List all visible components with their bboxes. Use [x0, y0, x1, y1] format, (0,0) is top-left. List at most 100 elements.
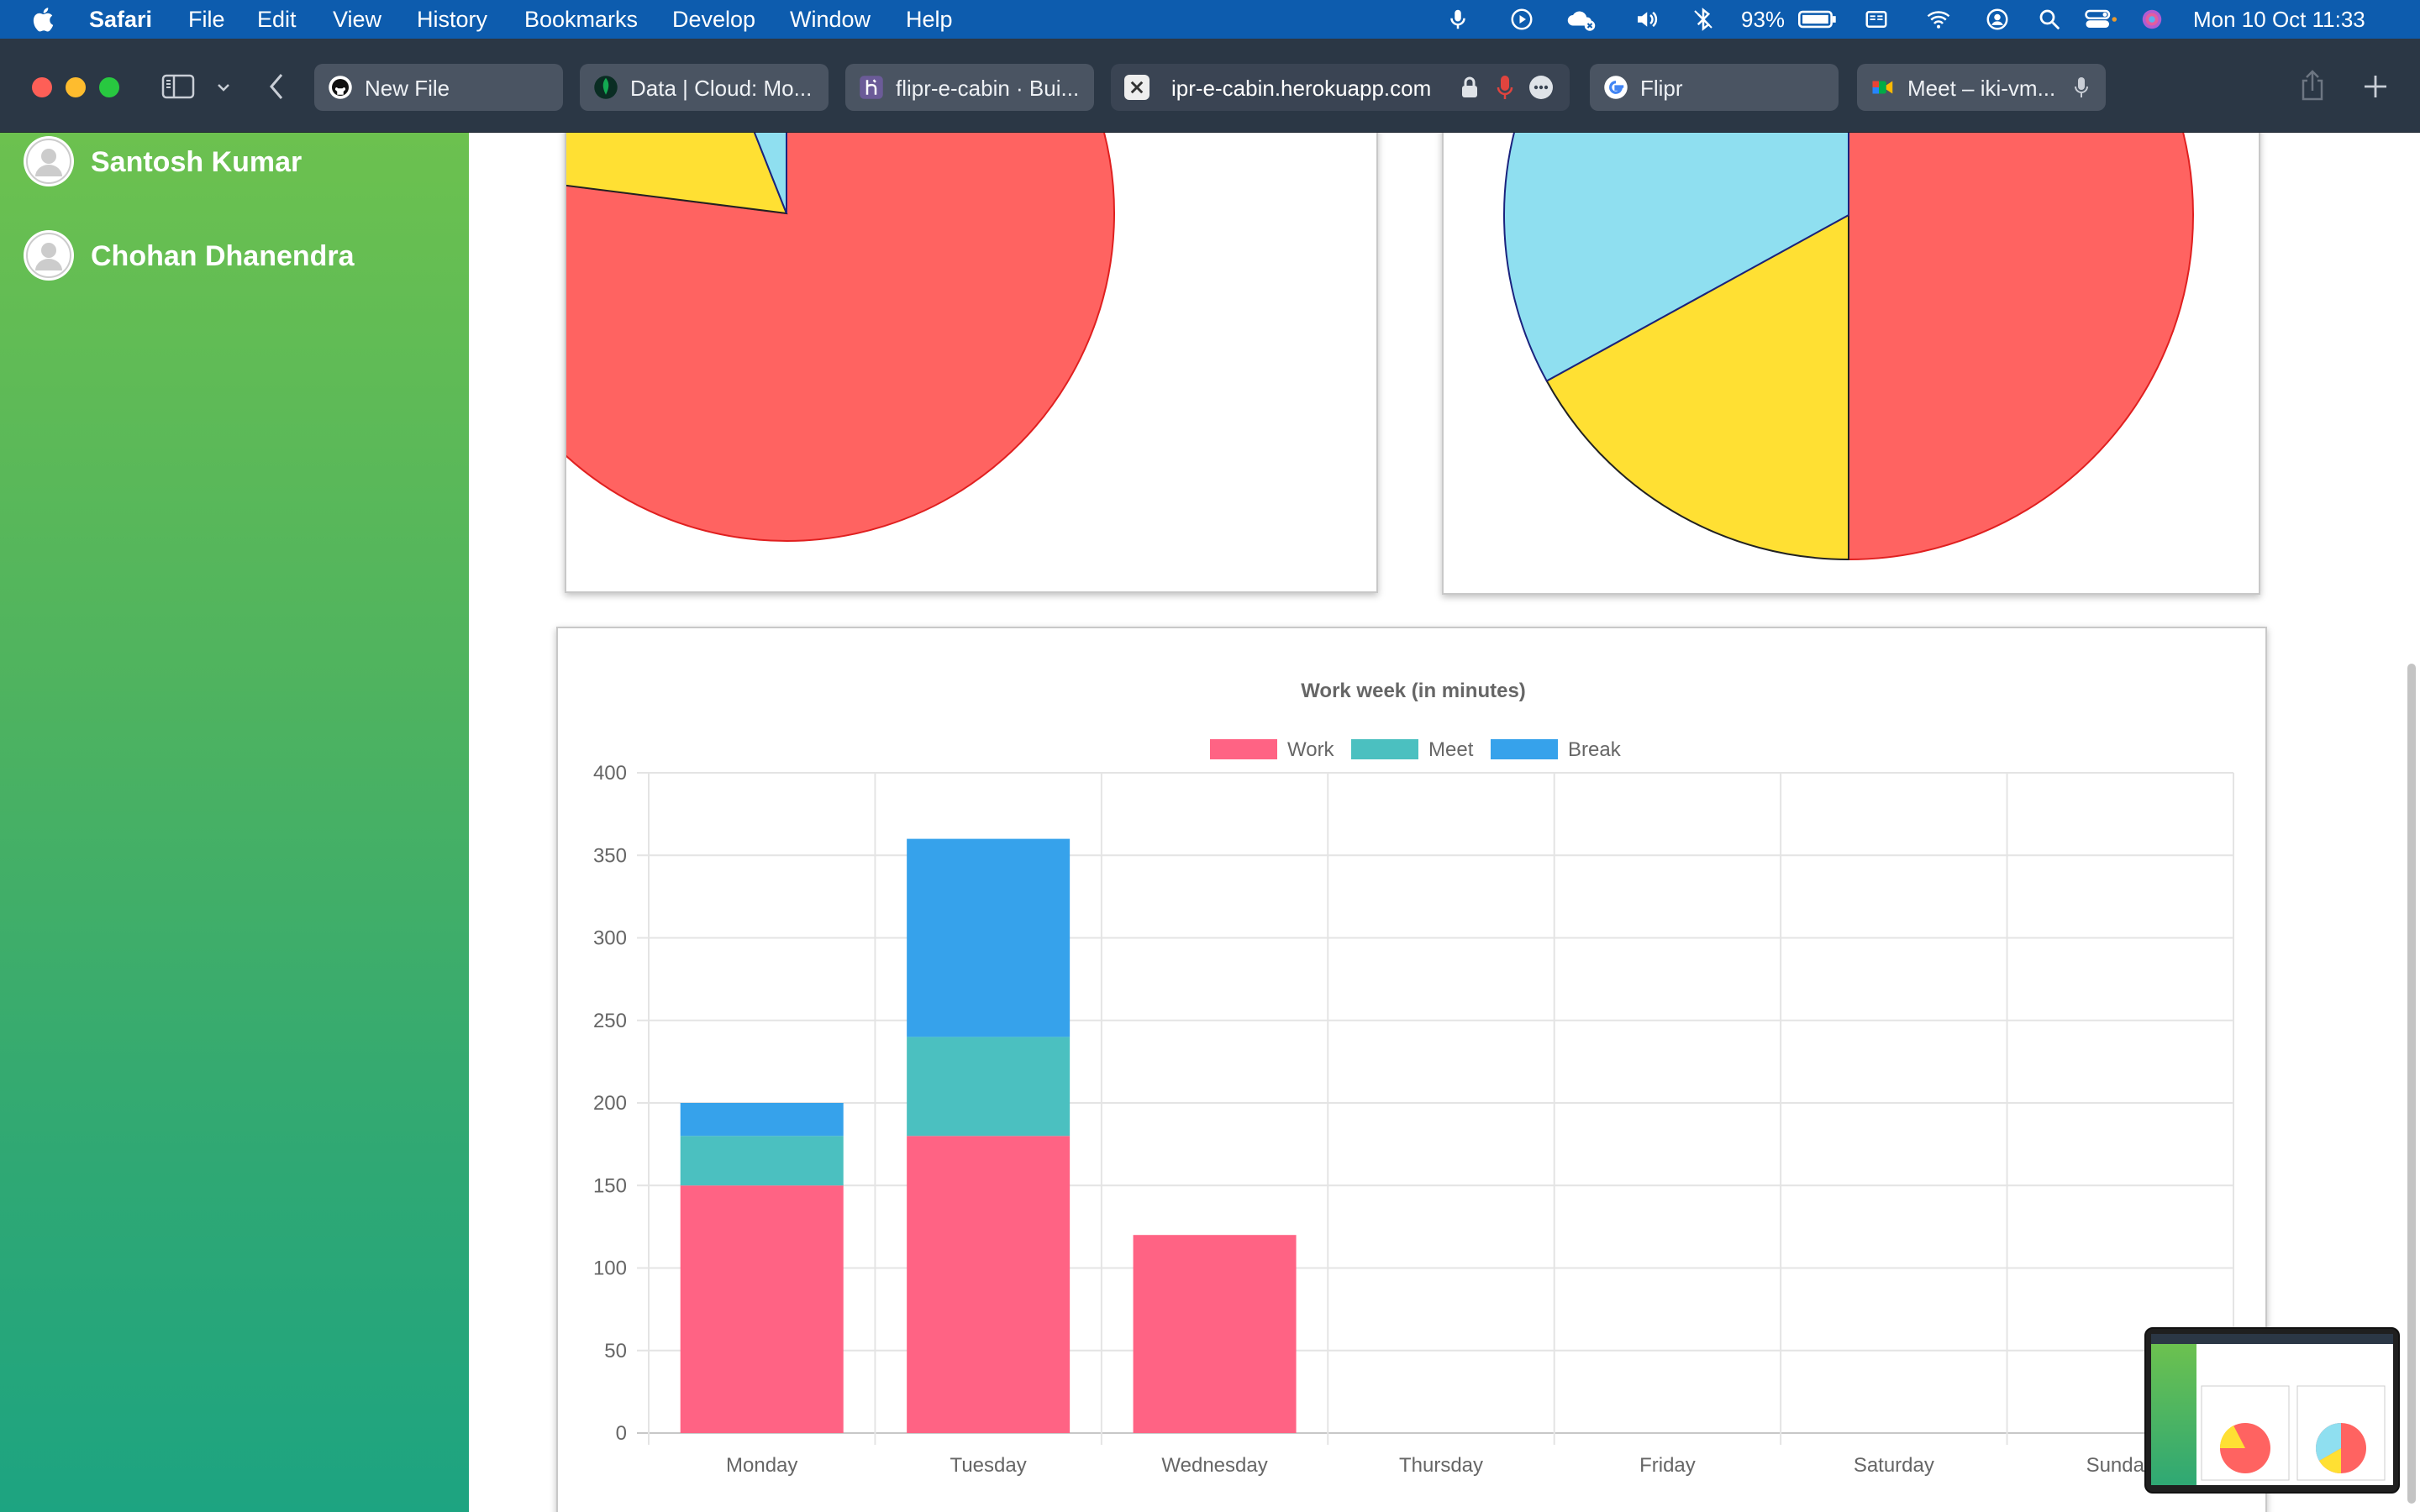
legend-swatch[interactable] — [1351, 739, 1418, 759]
browser-tab[interactable]: Meet – iki-vm... — [1857, 64, 2106, 111]
y-tick-label: 50 — [604, 1340, 627, 1362]
tab-label: flipr-e-cabin · Bui... — [896, 76, 1080, 101]
control-center-icon[interactable] — [2084, 7, 2118, 32]
menu-view[interactable]: View — [333, 7, 382, 32]
chart-legend: Work Meet Break — [1210, 738, 1622, 761]
user-account-icon[interactable] — [1985, 7, 2010, 32]
x-tick-label: Friday — [1639, 1454, 1696, 1477]
menu-develop[interactable]: Develop — [672, 7, 756, 32]
bar-meet[interactable] — [680, 1136, 844, 1186]
volume-icon[interactable] — [1634, 7, 1659, 32]
microphone-icon[interactable] — [1445, 7, 1470, 32]
back-arrow-icon[interactable] — [267, 72, 286, 101]
sidebar-toggle-icon[interactable] — [161, 74, 195, 99]
menu-edit[interactable]: Edit — [257, 7, 297, 32]
address-bar-url[interactable]: ipr-e-cabin.herokuapp.com — [1171, 76, 1432, 101]
tab-label: Data | Cloud: Mo... — [630, 76, 813, 101]
microphone-recording-icon[interactable] — [1496, 74, 1514, 101]
search-icon[interactable] — [2037, 7, 2062, 32]
y-axis: 0 50 100 150 200 250 300 350 400 — [593, 762, 627, 1445]
bar-series — [680, 838, 1297, 1433]
y-tick-label: 150 — [593, 1174, 627, 1197]
pie-slice-yellow[interactable] — [1545, 213, 1849, 561]
sidebar-user-name: Santosh Kumar — [91, 146, 302, 178]
tab-label: Flipr — [1640, 76, 1683, 101]
y-tick-label: 400 — [593, 762, 627, 785]
menu-bar: Safari File Edit View History Bookmarks … — [0, 0, 2420, 39]
x-tick-label: Monday — [726, 1454, 797, 1477]
browser-tab[interactable]: New File — [314, 64, 563, 111]
thumbnail-pie-preview — [2201, 1385, 2386, 1481]
user-sidebar: Santosh Kumar Chohan Dhanendra — [0, 133, 469, 1512]
heroku-icon — [860, 76, 883, 99]
chart-title: Work week (in minutes) — [1301, 680, 1526, 702]
close-icon[interactable] — [1124, 75, 1150, 100]
pie-chart-card — [1442, 0, 2260, 595]
pie-slice-red[interactable] — [1848, 0, 2194, 561]
pie-chart-card — [457, 0, 1378, 593]
browser-tab[interactable]: Flipr — [1590, 64, 1839, 111]
tab-microphone-icon[interactable] — [2074, 76, 2089, 99]
cloud-sync-icon[interactable] — [1565, 7, 1598, 32]
bar-meet[interactable] — [907, 1037, 1071, 1137]
lock-icon — [1462, 76, 1477, 97]
window-zoom-button[interactable] — [99, 77, 119, 97]
work-week-chart-card: Work week (in minutes) Work Meet Break 0 50… — [556, 627, 2267, 1512]
window-minimize-button[interactable] — [66, 77, 86, 97]
legend-swatch[interactable] — [1491, 739, 1558, 759]
mongodb-icon — [594, 76, 618, 99]
display-icon[interactable] — [1864, 7, 1889, 32]
work-week-bar-chart: Work week (in minutes) Work Meet Break 0 50… — [593, 680, 2234, 1477]
user-avatar-icon — [26, 139, 71, 184]
x-tick-label: Sunday — [2086, 1454, 2154, 1477]
legend-label[interactable]: Break — [1568, 738, 1622, 761]
meet-icon — [1872, 81, 1893, 94]
pie-chart — [1503, 0, 2194, 561]
browser-tab[interactable]: flipr-e-cabin · Bui... — [845, 64, 1094, 111]
battery-icon[interactable] — [1798, 7, 1837, 32]
legend-swatch[interactable] — [1210, 739, 1277, 759]
chart-gridlines — [637, 772, 2234, 1445]
google-icon — [1604, 76, 1628, 99]
bar-break[interactable] — [680, 1103, 844, 1137]
x-tick-label: Wednesday — [1161, 1454, 1267, 1477]
menu-app-name[interactable]: Safari — [89, 7, 153, 32]
share-icon[interactable] — [2299, 69, 2326, 102]
wifi-icon[interactable] — [1926, 7, 1951, 32]
tab-label: New File — [365, 76, 450, 101]
chevron-down-icon[interactable] — [215, 79, 232, 96]
bar-work[interactable] — [680, 1185, 844, 1433]
x-tick-label: Saturday — [1854, 1454, 1934, 1477]
bluetooth-icon[interactable] — [1691, 7, 1716, 32]
menu-help[interactable]: Help — [906, 7, 953, 32]
screenshot-thumbnail[interactable] — [2144, 1327, 2400, 1494]
x-tick-label: Tuesday — [950, 1454, 1027, 1477]
user-avatar-icon — [26, 233, 71, 278]
avatar — [24, 136, 74, 186]
bar-work[interactable] — [907, 1136, 1071, 1433]
bar-work[interactable] — [1133, 1235, 1297, 1433]
new-tab-plus-icon[interactable] — [2363, 74, 2388, 99]
x-tick-label: Thursday — [1399, 1454, 1483, 1477]
battery-percentage: 93% — [1741, 7, 1786, 32]
menu-bookmarks[interactable]: Bookmarks — [524, 7, 639, 32]
y-tick-label: 350 — [593, 844, 627, 867]
apple-icon[interactable] — [30, 5, 59, 34]
page-scrollbar[interactable] — [2407, 664, 2416, 1504]
pie-chart — [457, 0, 1115, 542]
window-close-button[interactable] — [32, 77, 52, 97]
menu-file[interactable]: File — [188, 7, 225, 32]
sidebar-user-name: Chohan Dhanendra — [91, 240, 355, 272]
play-circle-icon[interactable] — [1509, 7, 1534, 32]
menu-window[interactable]: Window — [790, 7, 871, 32]
avatar — [24, 230, 74, 281]
menu-history[interactable]: History — [417, 7, 488, 32]
browser-tab-active[interactable]: ipr-e-cabin.herokuapp.com — [1111, 64, 1570, 111]
legend-label[interactable]: Meet — [1428, 738, 1474, 761]
menu-datetime[interactable]: Mon 10 Oct 11:33 — [2193, 7, 2365, 32]
browser-tab[interactable]: Data | Cloud: Mo... — [580, 64, 829, 111]
siri-icon[interactable] — [2139, 7, 2165, 32]
legend-label[interactable]: Work — [1287, 738, 1335, 761]
more-options-icon[interactable] — [1528, 74, 1555, 101]
bar-break[interactable] — [907, 838, 1071, 1037]
